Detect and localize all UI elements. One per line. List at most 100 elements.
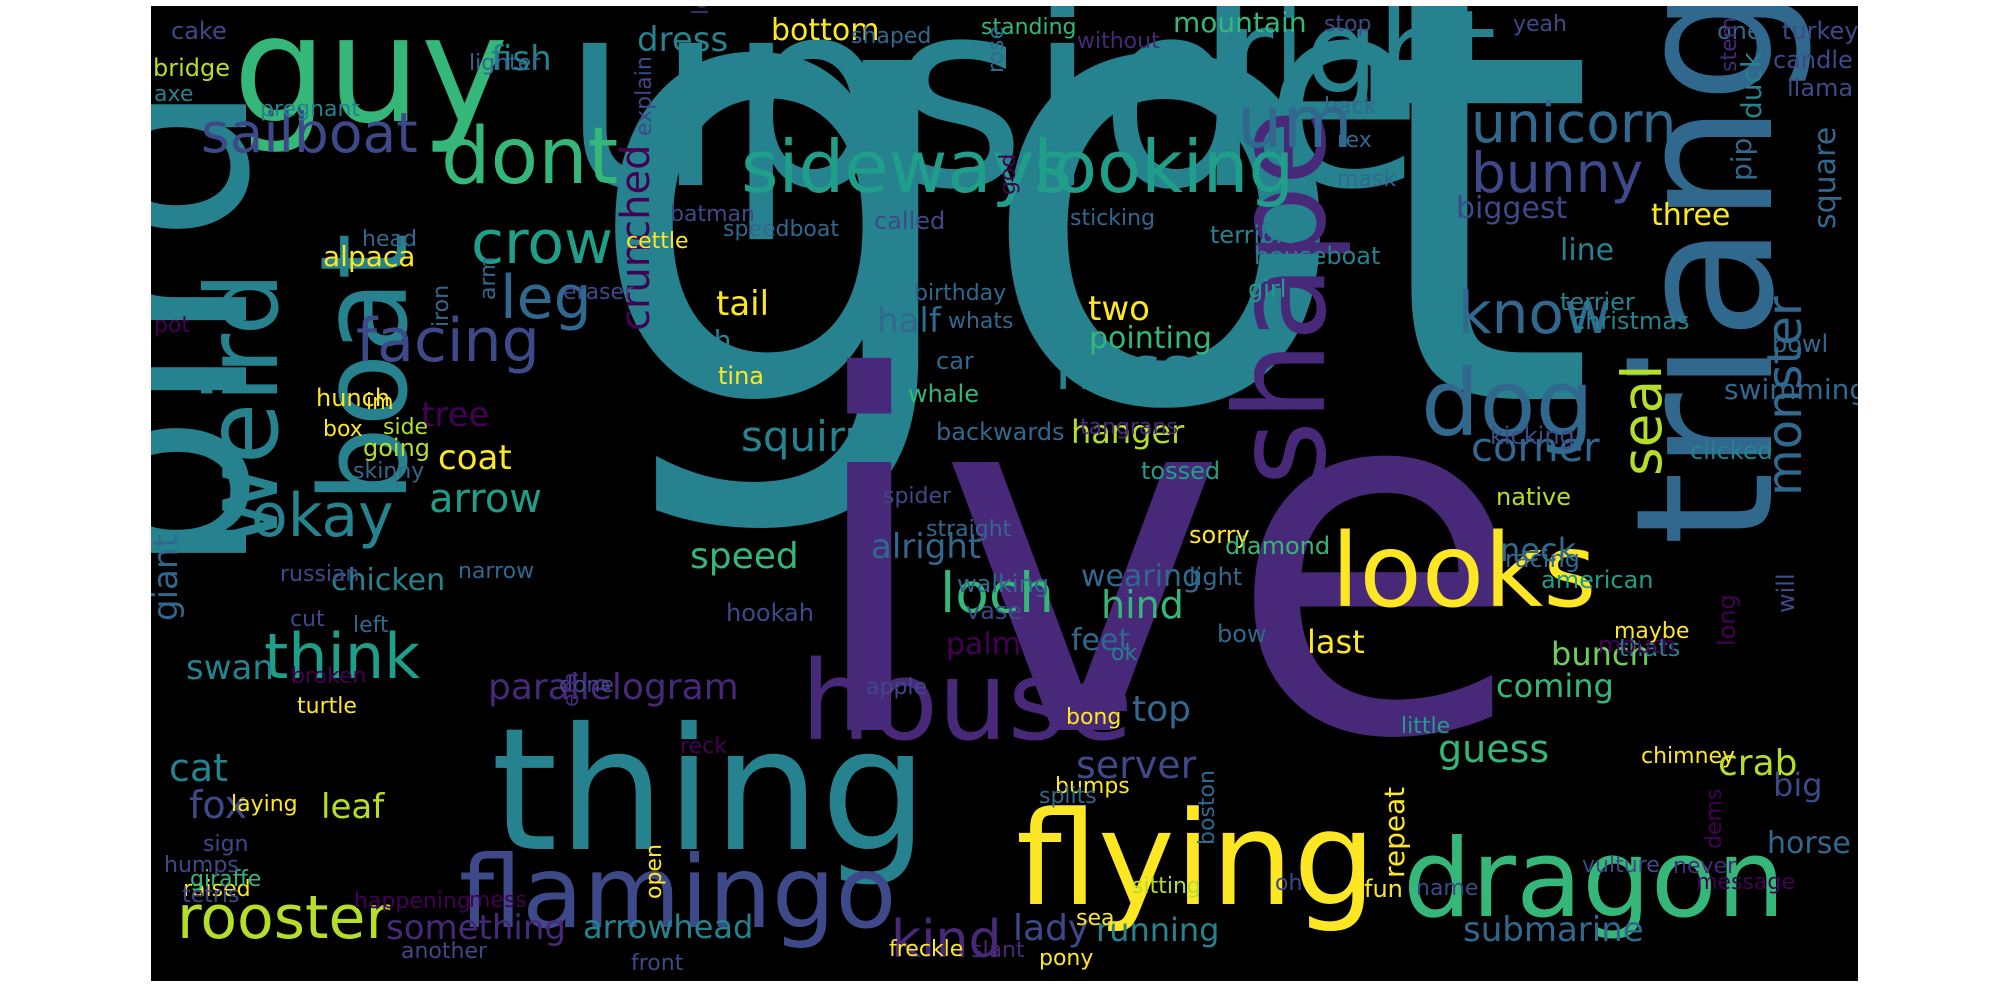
cloud-word: im: [366, 390, 394, 415]
cloud-word: kicking: [1490, 422, 1575, 450]
cloud-word: speed: [690, 536, 799, 577]
cloud-word: parallelogram: [488, 667, 739, 708]
cloud-word: sitting: [1132, 874, 1201, 899]
cloud-word: dog: [1421, 350, 1595, 457]
cloud-word: clicked: [1690, 437, 1773, 465]
cloud-word: tina: [718, 362, 764, 390]
cloud-word: lighter: [469, 51, 541, 76]
cloud-word: right: [1226, 6, 1497, 120]
cloud-word: alpaca: [323, 240, 416, 273]
cloud-word: bridge: [153, 54, 231, 82]
cloud-word: vulture: [1582, 853, 1660, 878]
cloud-word: light: [1189, 563, 1243, 591]
cloud-word: stop: [1324, 12, 1372, 37]
cloud-word: name: [1416, 876, 1479, 901]
cloud-word: sorry: [1189, 521, 1250, 549]
cloud-word: another: [401, 939, 488, 964]
cloud-word: ok: [1111, 641, 1138, 666]
cloud-word: turtle: [297, 694, 357, 719]
cloud-word: hookah: [726, 599, 814, 627]
cloud-word: car: [936, 347, 974, 375]
cloud-word: terrier: [1560, 288, 1635, 316]
cloud-word: fish: [491, 39, 552, 79]
cloud-word: flamingo: [459, 834, 897, 951]
cloud-word: birthday: [914, 281, 1007, 306]
cloud-word: bunny: [1471, 141, 1644, 205]
cloud-word: think: [264, 620, 421, 693]
cloud-word: pipe: [1725, 120, 1758, 181]
cloud-word: bottom: [771, 13, 880, 48]
cloud-word: corner: [1471, 425, 1600, 471]
cloud-word: splits: [1039, 784, 1097, 809]
cloud-word: feet: [1071, 623, 1131, 658]
cloud-word: chicken: [331, 563, 446, 598]
cloud-word: facing: [356, 306, 540, 376]
cloud-word: yeah: [1513, 12, 1567, 37]
cloud-word: cake: [171, 17, 227, 45]
cloud-word: kind: [891, 910, 1002, 970]
cloud-word: going: [363, 434, 431, 462]
cloud-word: ness: [1055, 334, 1193, 404]
cloud-word: looks: [1331, 512, 1597, 631]
cloud-word: hunch: [316, 384, 391, 412]
cloud-word: bow: [1217, 620, 1267, 648]
cloud-word: bunch: [1551, 635, 1650, 673]
cloud-word: happening: [354, 889, 471, 914]
cloud-word: sideways: [741, 125, 1072, 209]
cloud-word: speedboat: [723, 217, 839, 242]
cloud-word: tetris: [182, 883, 240, 908]
cloud-word: sign: [203, 832, 249, 857]
cloud-word: backwards: [936, 418, 1065, 446]
cloud-word: tail: [716, 284, 770, 324]
cloud-word: never: [1673, 854, 1737, 879]
cloud-word: long: [1713, 594, 1741, 646]
cloud-word: without: [1077, 29, 1160, 54]
cloud-word: native: [1496, 483, 1571, 511]
cloud-word: explain: [632, 56, 657, 136]
cloud-word: giant: [151, 534, 186, 621]
cloud-word: thats: [1619, 634, 1681, 662]
cloud-word: whats: [948, 309, 1014, 334]
cloud-word: laying: [231, 792, 298, 817]
cloud-word: biggest: [1456, 191, 1568, 226]
cloud-word: raised: [183, 877, 251, 902]
cloud-word: bong: [1066, 705, 1122, 730]
cloud-word: iron: [429, 284, 454, 327]
cloud-word: skinny: [353, 459, 425, 484]
word-cloud: got ive upside bird triangle guy right thing fly…: [151, 6, 1858, 981]
cloud-word: top: [1132, 689, 1191, 730]
cloud-word: spider: [883, 484, 952, 509]
cloud-word: got: [581, 6, 1597, 546]
cloud-word: fox: [189, 783, 247, 827]
cloud-word: cut: [290, 607, 325, 632]
cloud-word: box: [323, 417, 363, 442]
cloud-word: russian: [280, 562, 360, 587]
cloud-word: loch: [940, 561, 1055, 625]
cloud-word: three: [1651, 198, 1731, 233]
cloud-word: upside: [561, 6, 1424, 247]
cloud-word: guess: [1438, 727, 1550, 771]
cloud-word: server: [1076, 743, 1197, 787]
cloud-word: reck: [680, 734, 727, 759]
cloud-word: unicorn: [1471, 91, 1677, 155]
cloud-word: side: [383, 415, 429, 440]
cloud-word: know: [1458, 279, 1612, 347]
cloud-word: one: [1717, 17, 1762, 45]
cloud-word: bumps: [1055, 774, 1130, 799]
cloud-word: oh: [1275, 871, 1303, 896]
cloud-word: lot: [689, 6, 714, 15]
cloud-word: mouth: [1598, 631, 1676, 659]
cloud-word: turkey: [1782, 17, 1858, 45]
cloud-word: apple: [866, 675, 928, 700]
cloud-word: lady: [1013, 908, 1090, 949]
cloud-word: tossed: [1141, 457, 1221, 485]
cloud-word: open: [642, 844, 667, 899]
cloud-word: racing: [1505, 545, 1580, 573]
cloud-word: humps: [164, 853, 239, 878]
cloud-word: square: [1808, 126, 1843, 229]
cloud-word: looking: [1033, 125, 1295, 209]
cloud-word: left: [353, 613, 389, 638]
cloud-word: mess: [469, 888, 527, 913]
cloud-word: house: [801, 637, 1133, 765]
cloud-word: bowl: [1772, 330, 1829, 358]
